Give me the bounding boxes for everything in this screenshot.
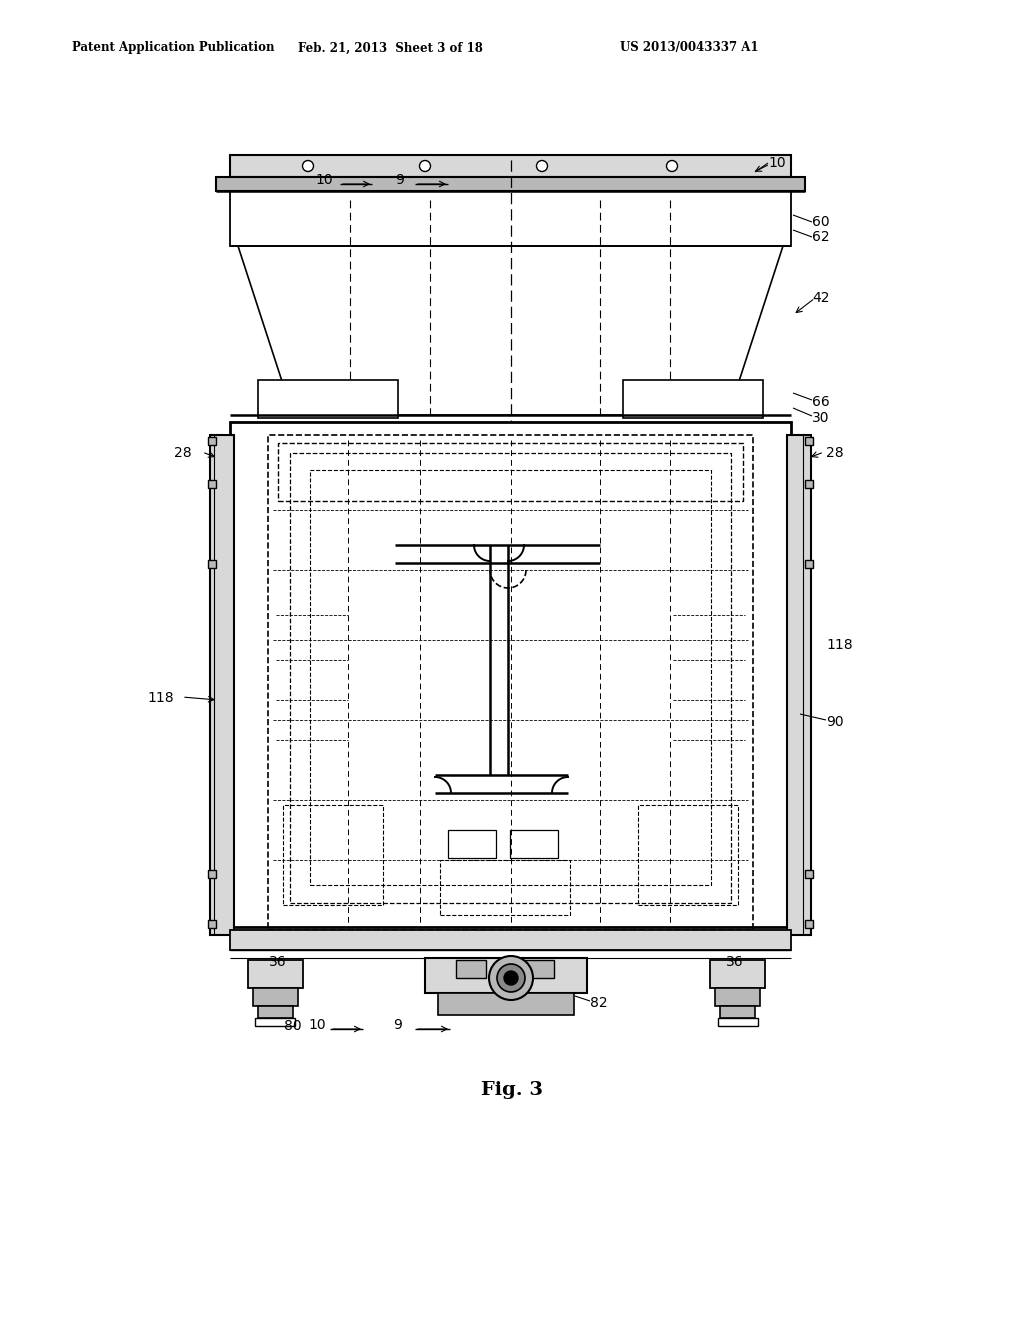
Circle shape xyxy=(302,161,313,172)
Circle shape xyxy=(497,964,525,993)
Bar xyxy=(425,958,587,993)
Bar xyxy=(290,453,731,903)
Bar xyxy=(440,861,570,915)
Text: 118: 118 xyxy=(826,638,853,652)
Bar xyxy=(510,830,558,858)
Bar xyxy=(787,436,811,935)
Text: 9: 9 xyxy=(395,173,403,187)
Bar xyxy=(638,805,738,906)
Bar xyxy=(230,191,791,246)
Bar xyxy=(718,1018,758,1026)
Bar xyxy=(456,960,486,978)
Bar xyxy=(268,436,753,931)
Text: 28: 28 xyxy=(174,446,193,459)
Bar xyxy=(248,960,303,987)
Bar xyxy=(210,436,234,935)
Bar xyxy=(255,1018,295,1026)
Circle shape xyxy=(667,161,678,172)
Bar xyxy=(310,470,711,884)
Bar xyxy=(230,931,791,950)
Text: 36: 36 xyxy=(269,954,287,969)
Text: Feb. 21, 2013  Sheet 3 of 18: Feb. 21, 2013 Sheet 3 of 18 xyxy=(298,41,482,54)
Circle shape xyxy=(504,972,518,985)
Text: 118: 118 xyxy=(147,690,174,705)
Bar xyxy=(720,1006,755,1018)
Bar xyxy=(208,870,216,878)
Text: 62: 62 xyxy=(812,230,829,244)
Text: 28: 28 xyxy=(826,446,844,459)
Text: 90: 90 xyxy=(826,715,844,729)
Text: 82: 82 xyxy=(590,997,607,1010)
Bar xyxy=(208,920,216,928)
Bar xyxy=(805,920,813,928)
Bar xyxy=(449,830,496,858)
Text: Fig. 3: Fig. 3 xyxy=(481,1081,543,1100)
Bar xyxy=(715,987,760,1006)
Bar xyxy=(230,154,791,177)
Bar xyxy=(258,1006,293,1018)
Bar xyxy=(710,960,765,987)
Bar xyxy=(805,560,813,568)
Bar xyxy=(258,380,398,418)
Text: 10: 10 xyxy=(768,156,785,170)
Text: 10: 10 xyxy=(308,1018,326,1032)
Bar xyxy=(208,480,216,488)
Text: 66: 66 xyxy=(812,395,829,409)
Bar xyxy=(208,560,216,568)
Bar xyxy=(805,480,813,488)
Bar xyxy=(805,437,813,445)
Bar xyxy=(524,960,554,978)
Circle shape xyxy=(489,956,534,1001)
Bar xyxy=(253,987,298,1006)
Text: 80: 80 xyxy=(285,1019,302,1034)
Bar xyxy=(230,422,791,927)
Text: 60: 60 xyxy=(812,215,829,228)
Bar xyxy=(438,993,574,1015)
Bar xyxy=(208,437,216,445)
Bar xyxy=(623,380,763,418)
Text: US 2013/0043337 A1: US 2013/0043337 A1 xyxy=(620,41,759,54)
Bar xyxy=(805,870,813,878)
Text: 36: 36 xyxy=(726,954,743,969)
Text: Patent Application Publication: Patent Application Publication xyxy=(72,41,274,54)
Text: 30: 30 xyxy=(812,411,829,425)
Circle shape xyxy=(537,161,548,172)
Circle shape xyxy=(420,161,430,172)
Bar xyxy=(283,805,383,906)
Text: 42: 42 xyxy=(812,290,829,305)
Text: 10: 10 xyxy=(315,173,333,187)
Text: 9: 9 xyxy=(393,1018,401,1032)
Bar xyxy=(216,177,805,191)
Bar xyxy=(278,444,743,502)
